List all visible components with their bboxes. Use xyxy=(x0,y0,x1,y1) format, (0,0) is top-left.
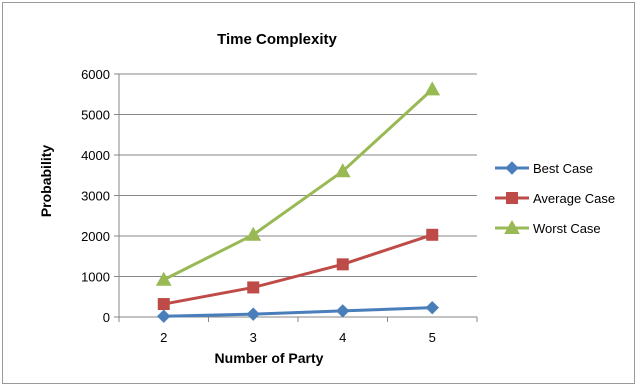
chart-title: Time Complexity xyxy=(217,31,337,48)
worst-case-point xyxy=(155,271,172,286)
y-tick-label: 5000 xyxy=(81,108,110,123)
average-case-point xyxy=(426,228,439,241)
worst-case-point xyxy=(245,226,262,241)
legend-swatch-marker xyxy=(506,192,518,204)
legend: Best Case Average Case Worst Case xyxy=(495,161,615,236)
y-tick-label: 6000 xyxy=(81,67,110,82)
average-case-point xyxy=(336,258,349,271)
legend-label: Worst Case xyxy=(533,221,601,236)
worst-case-point xyxy=(424,81,441,96)
series-worst-case xyxy=(155,81,441,286)
series-best-case xyxy=(157,300,439,323)
x-tick-label: 5 xyxy=(429,330,436,345)
series-layer xyxy=(155,81,441,323)
best-case-point xyxy=(246,307,260,321)
y-tick-label: 4000 xyxy=(81,148,110,163)
legend-item-worst-case: Worst Case xyxy=(495,219,601,236)
axes: 0 1000 2000 3000 4000 5000 6000 2 3 4 5 xyxy=(81,67,478,345)
series-average-case xyxy=(157,228,439,311)
average-case-line xyxy=(163,233,433,306)
x-tick-label: 2 xyxy=(160,330,167,345)
legend-item-best-case: Best Case xyxy=(495,161,593,176)
average-case-point xyxy=(247,281,260,294)
y-axis-title: Probability xyxy=(38,145,54,218)
x-tick-label: 3 xyxy=(250,330,257,345)
legend-label: Average Case xyxy=(533,191,615,206)
y-tick-label: 0 xyxy=(103,310,110,325)
y-tick-label: 1000 xyxy=(81,270,110,285)
average-case-point xyxy=(157,298,170,311)
best-case-point xyxy=(425,300,439,315)
gridlines xyxy=(119,73,477,277)
worst-case-point xyxy=(334,163,351,178)
legend-label: Best Case xyxy=(533,161,593,176)
best-case-point xyxy=(157,309,171,323)
best-case-line xyxy=(163,306,433,318)
line-chart: 0 1000 2000 3000 4000 5000 6000 2 3 4 5 Best Case A… xyxy=(38,31,615,366)
legend-swatch-marker xyxy=(505,161,519,175)
y-tick-label: 2000 xyxy=(81,229,110,244)
legend-swatch-marker xyxy=(504,219,520,234)
best-case-point xyxy=(336,304,350,318)
y-tick-label: 3000 xyxy=(81,189,110,204)
x-tick-label: 4 xyxy=(339,330,346,345)
x-axis-title: Number of Party xyxy=(215,350,324,366)
legend-item-average-case: Average Case xyxy=(495,191,615,206)
worst-case-line xyxy=(163,88,434,282)
